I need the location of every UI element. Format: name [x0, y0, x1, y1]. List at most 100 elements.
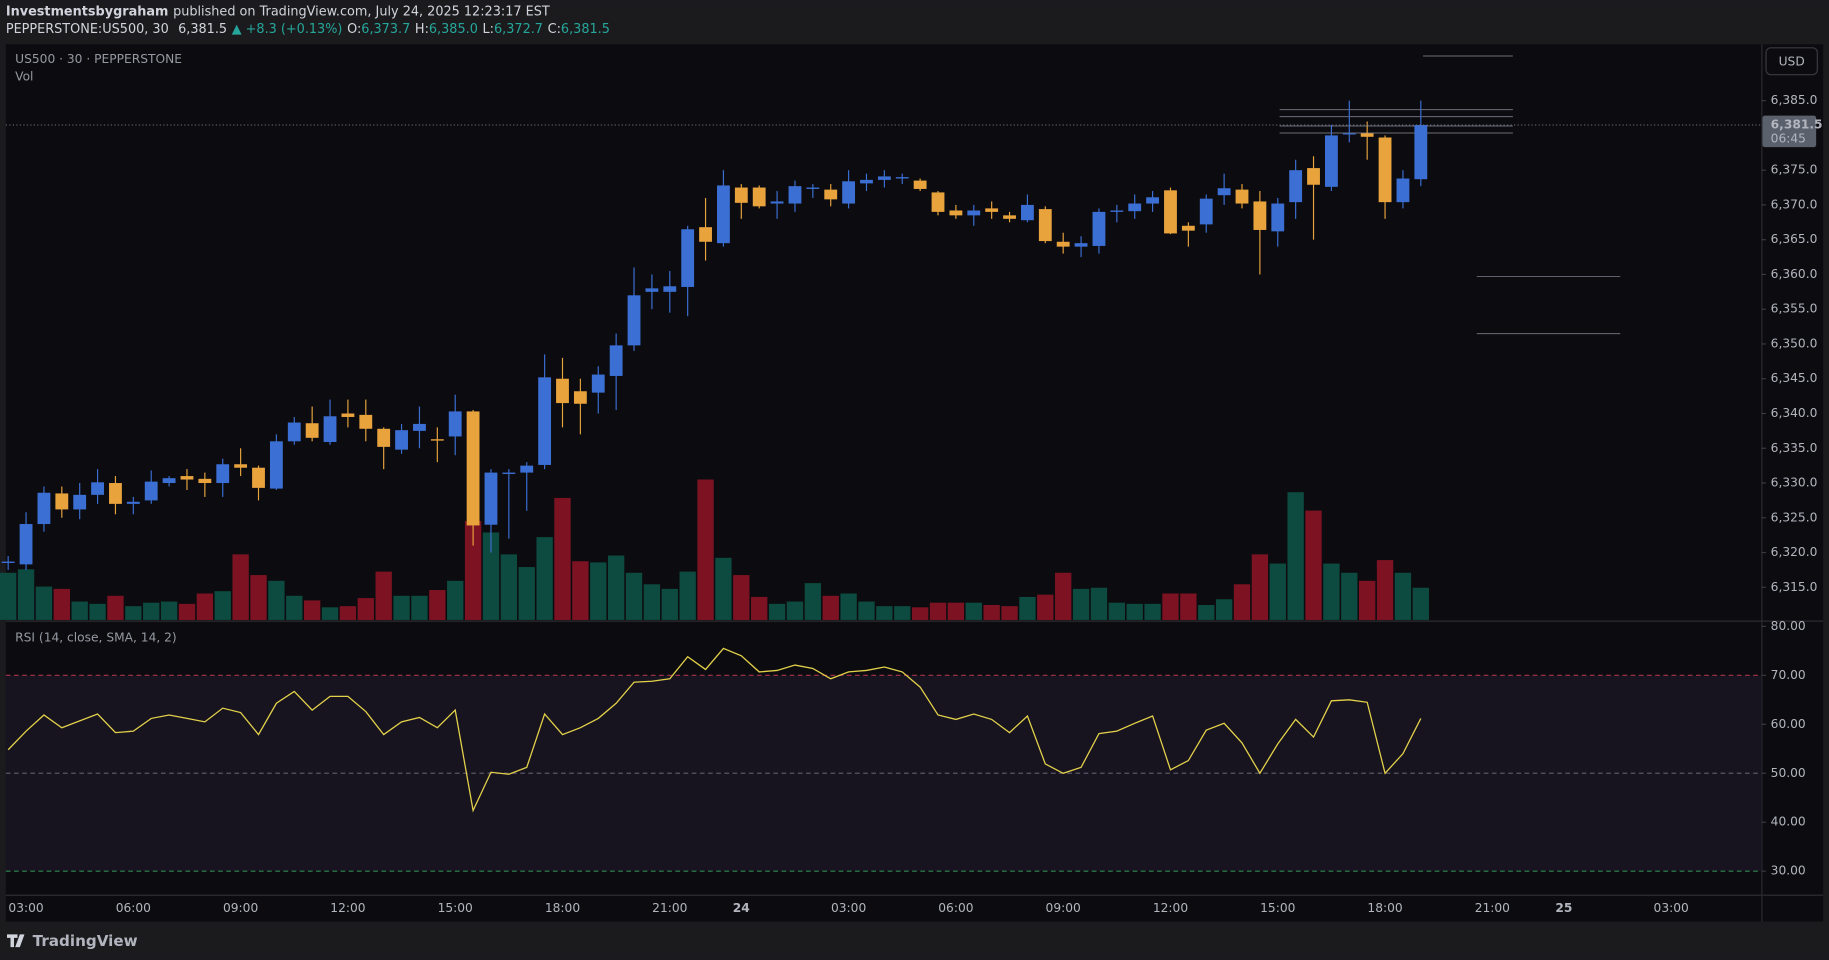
volume-bar	[733, 575, 750, 620]
chart-title: US500 · 30 · PEPPERSTONE	[15, 52, 182, 66]
candle-body	[1181, 225, 1195, 231]
volume-bar	[607, 555, 625, 620]
candle-body	[234, 464, 248, 468]
y-tick-label: 50.00	[1771, 766, 1806, 780]
volume-bar	[17, 569, 35, 620]
volume-bar	[518, 567, 535, 620]
volume-bar	[554, 497, 571, 620]
volume-bar	[929, 602, 947, 620]
candle-body	[520, 465, 534, 473]
x-tick-label: 03:00	[8, 901, 43, 915]
volume-bar	[1341, 572, 1358, 620]
candle-body	[1378, 137, 1392, 203]
volume-bar	[500, 554, 518, 620]
candle-body	[216, 464, 230, 484]
price-axis	[1762, 44, 1824, 895]
candle-body	[198, 478, 212, 484]
ohlc-value: 6,372.7	[494, 22, 543, 37]
candle-body	[824, 189, 838, 200]
x-tick-label: 09:00	[1046, 901, 1081, 915]
candle-body	[895, 177, 909, 179]
candle-body	[556, 378, 569, 404]
candle-body	[752, 187, 766, 207]
volume-bar	[911, 607, 929, 620]
volume-bar	[1162, 593, 1179, 620]
candle-body	[55, 493, 69, 510]
author: Investmentsbygraham	[6, 4, 169, 19]
y-tick-label: 6,385.0	[1771, 93, 1818, 107]
candle-body	[1360, 133, 1374, 137]
candle-body	[448, 411, 462, 437]
candle-body	[681, 229, 695, 287]
y-tick-label: 6,330.0	[1771, 476, 1818, 490]
volume-bar	[375, 571, 392, 620]
volume-bar	[894, 606, 911, 620]
x-tick-label: 03:00	[831, 901, 866, 915]
volume-bar	[107, 595, 124, 620]
volume-title: Vol	[15, 69, 33, 83]
volume-bar	[1394, 572, 1412, 620]
candle-body	[395, 430, 408, 450]
y-tick-label: 6,370.0	[1771, 197, 1818, 211]
volume-bar	[71, 601, 88, 620]
candle-body	[1110, 210, 1124, 212]
volume-bar	[804, 583, 822, 620]
candle-body	[1164, 190, 1177, 234]
candle-body	[627, 295, 641, 346]
volume-bar	[786, 601, 804, 620]
y-tick-label: 6,355.0	[1771, 302, 1818, 316]
candle-body	[591, 374, 605, 393]
volume-bar	[339, 606, 357, 620]
x-tick-label: 24	[733, 901, 750, 915]
y-tick-label: 40.00	[1771, 815, 1806, 829]
volume-bar	[0, 572, 17, 620]
candle-body	[502, 472, 516, 474]
currency-button[interactable]	[1765, 47, 1818, 76]
candle-body	[949, 210, 963, 216]
candle-body	[663, 286, 677, 292]
candle-body	[1199, 198, 1213, 225]
candle-body	[287, 422, 301, 442]
volume-bar	[357, 598, 374, 620]
header-line: Investmentsbygraham published on TradingV…	[6, 4, 550, 19]
candle-body	[180, 476, 194, 480]
candle-body	[162, 478, 176, 484]
volume-bar	[1412, 587, 1429, 620]
volume-bar	[1287, 492, 1304, 620]
candle-body	[144, 481, 158, 501]
volume-bar	[35, 586, 53, 620]
volume-bar	[196, 593, 214, 620]
candle-body	[466, 411, 480, 526]
volume-bar	[1055, 572, 1072, 620]
y-tick-label: 6,325.0	[1771, 510, 1818, 524]
x-tick-label: 21:00	[652, 901, 687, 915]
candle-body	[252, 467, 265, 488]
volume-bar	[536, 537, 553, 620]
candle-body	[1074, 243, 1088, 247]
y-tick-label: 6,320.0	[1771, 545, 1818, 559]
candle-body	[1038, 209, 1052, 242]
volume-bar	[751, 596, 768, 620]
volume-bar	[268, 580, 285, 620]
candle-body	[91, 482, 104, 495]
volume-bar	[858, 601, 875, 620]
candle-body	[931, 192, 945, 212]
candle-body	[484, 472, 498, 525]
x-tick-label: 21:00	[1475, 901, 1510, 915]
volume-bar	[679, 571, 696, 620]
candle-body	[967, 210, 981, 216]
volume-bar	[393, 595, 410, 620]
volume-bar	[1305, 510, 1322, 620]
volume-bar	[715, 557, 732, 620]
volume-bar	[1019, 596, 1036, 620]
candle-body	[842, 181, 856, 204]
volume-bar	[1090, 587, 1108, 620]
candle-body	[1235, 189, 1249, 204]
ohlc-label: C:	[548, 22, 561, 37]
rsi-title: RSI (14, close, SMA, 14, 2)	[15, 631, 177, 645]
candle-body	[1414, 124, 1428, 180]
volume-bar	[1376, 560, 1394, 620]
volume-bar	[1269, 563, 1286, 620]
candle-body	[1289, 170, 1303, 203]
